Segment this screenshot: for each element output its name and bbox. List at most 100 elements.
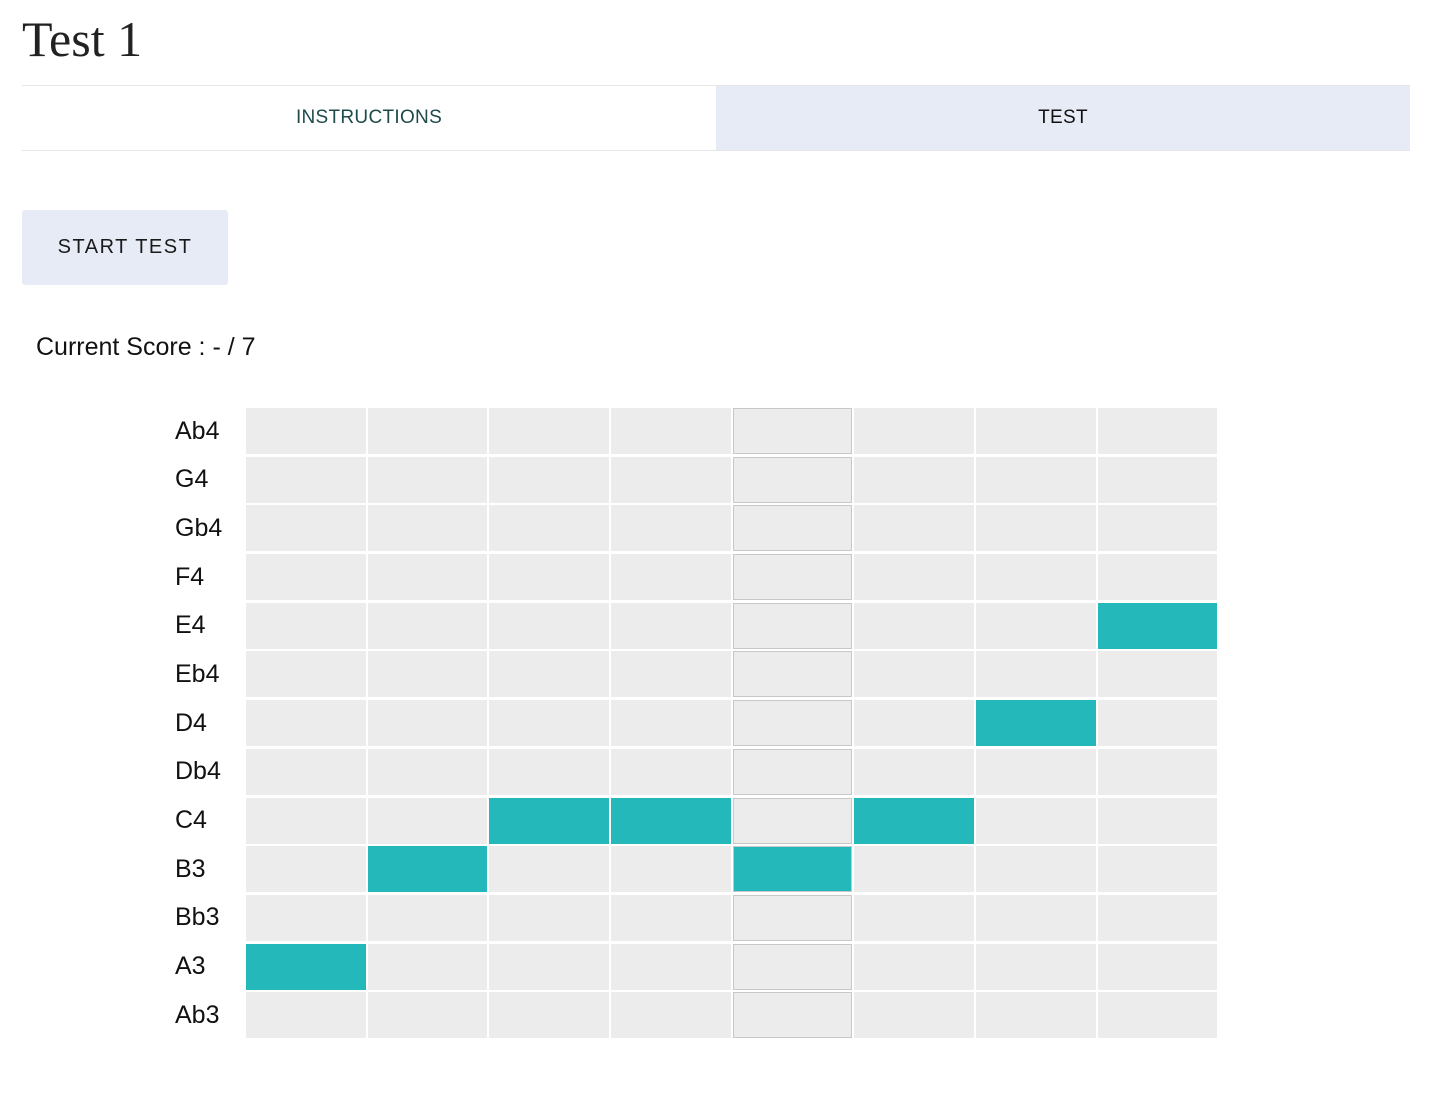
note-cell[interactable] — [611, 894, 731, 941]
note-cell[interactable] — [367, 602, 488, 649]
note-cell[interactable] — [489, 894, 609, 941]
note-cell[interactable] — [732, 992, 853, 1039]
note-cell[interactable] — [732, 894, 853, 941]
note-cell[interactable] — [1097, 894, 1218, 941]
note-cell[interactable] — [246, 700, 366, 747]
note-cell[interactable] — [854, 700, 974, 747]
note-cell[interactable] — [732, 651, 853, 698]
note-cell[interactable] — [732, 797, 853, 844]
note-cell[interactable] — [367, 554, 488, 601]
note-cell[interactable] — [976, 554, 1096, 601]
note-cell[interactable] — [489, 456, 609, 503]
note-cell[interactable] — [976, 894, 1096, 941]
note-cell[interactable] — [246, 408, 366, 454]
note-cell[interactable] — [1097, 700, 1218, 747]
note-cell[interactable] — [732, 846, 853, 893]
note-cell[interactable] — [854, 992, 974, 1039]
note-cell[interactable] — [976, 651, 1096, 698]
note-cell[interactable] — [854, 602, 974, 649]
note-cell[interactable] — [732, 602, 853, 649]
note-cell[interactable] — [367, 846, 488, 893]
note-cell[interactable] — [611, 505, 731, 552]
note-cell[interactable] — [611, 700, 731, 747]
note-cell[interactable] — [489, 554, 609, 601]
note-cell[interactable] — [611, 992, 731, 1039]
note-cell[interactable] — [854, 505, 974, 552]
note-cell[interactable] — [976, 408, 1096, 454]
note-cell[interactable] — [976, 700, 1096, 747]
note-cell[interactable] — [246, 797, 366, 844]
note-cell[interactable] — [1097, 846, 1218, 893]
note-cell[interactable] — [367, 748, 488, 795]
note-cell[interactable] — [611, 846, 731, 893]
note-cell[interactable] — [854, 894, 974, 941]
note-cell[interactable] — [246, 748, 366, 795]
note-cell[interactable] — [854, 651, 974, 698]
note-cell[interactable] — [1097, 456, 1218, 503]
note-cell[interactable] — [246, 943, 366, 990]
note-cell[interactable] — [489, 651, 609, 698]
note-cell[interactable] — [489, 992, 609, 1039]
note-cell[interactable] — [854, 408, 974, 454]
note-cell[interactable] — [489, 505, 609, 552]
note-cell[interactable] — [1097, 554, 1218, 601]
note-cell[interactable] — [367, 894, 488, 941]
note-cell[interactable] — [367, 700, 488, 747]
note-cell[interactable] — [489, 846, 609, 893]
note-cell[interactable] — [246, 554, 366, 601]
note-cell[interactable] — [246, 651, 366, 698]
note-cell[interactable] — [367, 992, 488, 1039]
note-cell[interactable] — [1097, 748, 1218, 795]
note-cell[interactable] — [976, 456, 1096, 503]
note-cell[interactable] — [976, 505, 1096, 552]
note-cell[interactable] — [611, 602, 731, 649]
note-cell[interactable] — [1097, 992, 1218, 1039]
note-cell[interactable] — [1097, 602, 1218, 649]
start-test-button[interactable]: START TEST — [22, 210, 228, 285]
note-cell[interactable] — [1097, 408, 1218, 454]
note-cell[interactable] — [976, 943, 1096, 990]
note-cell[interactable] — [976, 797, 1096, 844]
note-cell[interactable] — [489, 602, 609, 649]
note-cell[interactable] — [732, 748, 853, 795]
note-cell[interactable] — [367, 651, 488, 698]
note-cell[interactable] — [611, 748, 731, 795]
note-cell[interactable] — [976, 992, 1096, 1039]
note-cell[interactable] — [611, 408, 731, 454]
note-cell[interactable] — [367, 943, 488, 990]
note-cell[interactable] — [732, 554, 853, 601]
note-cell[interactable] — [1097, 943, 1218, 990]
note-cell[interactable] — [489, 943, 609, 990]
note-cell[interactable] — [611, 651, 731, 698]
note-cell[interactable] — [489, 700, 609, 747]
note-cell[interactable] — [611, 554, 731, 601]
note-cell[interactable] — [976, 846, 1096, 893]
note-cell[interactable] — [246, 846, 366, 893]
note-cell[interactable] — [246, 505, 366, 552]
note-cell[interactable] — [367, 797, 488, 844]
note-cell[interactable] — [854, 797, 974, 844]
note-cell[interactable] — [854, 554, 974, 601]
note-cell[interactable] — [367, 505, 488, 552]
note-cell[interactable] — [489, 408, 609, 454]
tab-instructions[interactable]: INSTRUCTIONS — [22, 86, 716, 150]
note-cell[interactable] — [246, 992, 366, 1039]
note-cell[interactable] — [732, 505, 853, 552]
note-cell[interactable] — [854, 846, 974, 893]
note-cell[interactable] — [246, 894, 366, 941]
note-cell[interactable] — [732, 943, 853, 990]
note-cell[interactable] — [1097, 797, 1218, 844]
note-cell[interactable] — [367, 408, 488, 454]
note-cell[interactable] — [611, 943, 731, 990]
note-cell[interactable] — [732, 408, 853, 454]
note-cell[interactable] — [1097, 651, 1218, 698]
note-cell[interactable] — [611, 797, 731, 844]
note-cell[interactable] — [489, 797, 609, 844]
note-cell[interactable] — [489, 748, 609, 795]
note-cell[interactable] — [1097, 505, 1218, 552]
note-cell[interactable] — [976, 748, 1096, 795]
note-cell[interactable] — [246, 602, 366, 649]
note-cell[interactable] — [854, 456, 974, 503]
note-cell[interactable] — [732, 456, 853, 503]
note-cell[interactable] — [854, 943, 974, 990]
